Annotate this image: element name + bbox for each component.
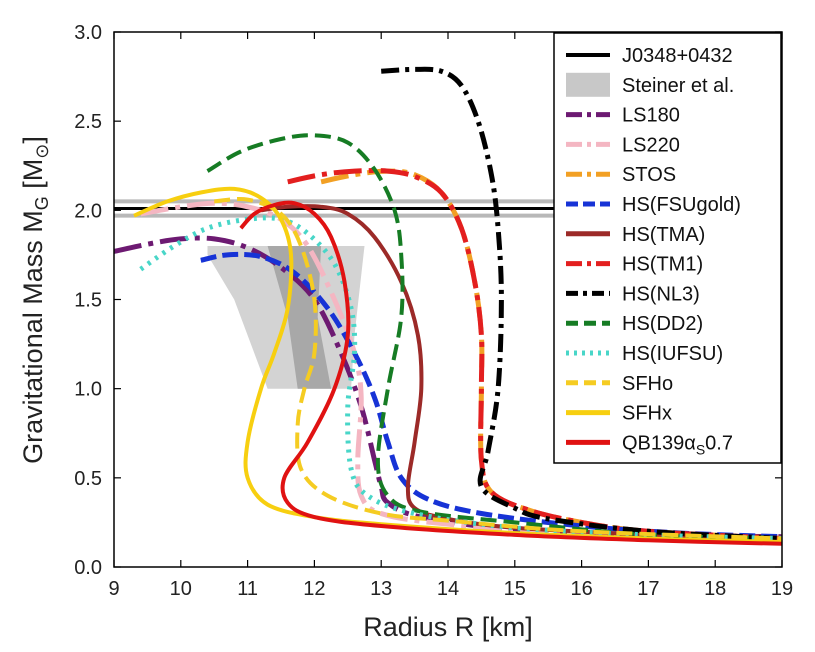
legend-label-hs-nl3: HS(NL3) — [622, 283, 700, 305]
y-tick-label: 1.0 — [74, 379, 102, 401]
x-tick-label: 13 — [370, 578, 392, 600]
y-tick-label: 2.0 — [74, 200, 102, 222]
legend-label-ls180: LS180 — [622, 105, 680, 127]
legend-label-hs-tm1: HS(TM1) — [622, 254, 703, 276]
x-tick-label: 11 — [237, 578, 258, 600]
legend-label-steiner-et-al: Steiner et al. — [622, 75, 734, 97]
legend-label-sfho: SFHo — [622, 373, 673, 395]
x-tick-label: 16 — [570, 578, 592, 600]
series-hs-nl3 — [381, 66, 782, 541]
x-tick-label: 18 — [704, 578, 726, 600]
x-axis-title: Radius R [km] — [363, 612, 533, 642]
legend-label-ls220: LS220 — [622, 134, 680, 156]
legend-label-qb139: QB139αS0.7 — [622, 432, 733, 457]
x-tick-label: 19 — [771, 578, 793, 600]
legend-swatch-steiner-et-al — [566, 72, 610, 97]
x-tick-label: 10 — [170, 578, 192, 600]
y-tick-label: 3.0 — [74, 22, 102, 44]
x-tick-label: 12 — [303, 578, 325, 600]
series-hs-dd2 — [206, 133, 782, 541]
x-tick-label: 15 — [504, 578, 526, 600]
legend: J0348+0432 Steiner et al. LS180 LS220 STOS HS… — [553, 32, 782, 464]
legend-label-hs-dd2: HS(DD2) — [622, 313, 703, 335]
axis-ticks: 9 10 11 12 13 14 15 16 17 18 19 0.0 0.5 1.0 1.5 2.0 2.5 3… — [74, 22, 793, 600]
y-tick-label: 2.5 — [74, 111, 102, 133]
series-qb139-s0-7 — [239, 200, 782, 546]
series-layer — [114, 66, 782, 546]
y-tick-label: 1.5 — [74, 290, 102, 312]
legend-label-stos: STOS — [622, 164, 676, 186]
x-tick-label: 14 — [437, 578, 459, 600]
series-hs-iufsu — [139, 215, 782, 541]
legend-label-hs-iufsu: HS(IUFSU) — [622, 343, 723, 365]
legend-label-j0348-0432: J0348+0432 — [622, 45, 733, 67]
x-tick-label: 9 — [108, 578, 119, 600]
legend-label-hs-tma: HS(TMA) — [622, 224, 705, 246]
y-tick-label: 0.5 — [74, 468, 102, 490]
series-sfho — [214, 196, 782, 541]
y-axis-title: Gravitational Mass MG [M⊙] — [18, 136, 52, 464]
x-tick-label: 17 — [637, 578, 659, 600]
y-tick-label: 0.0 — [74, 557, 102, 579]
legend-label-hs-fsugold: HS(FSUgold) — [622, 194, 741, 216]
legend-label-sfhx: SFHx — [622, 403, 672, 425]
legend-frame — [553, 32, 782, 464]
